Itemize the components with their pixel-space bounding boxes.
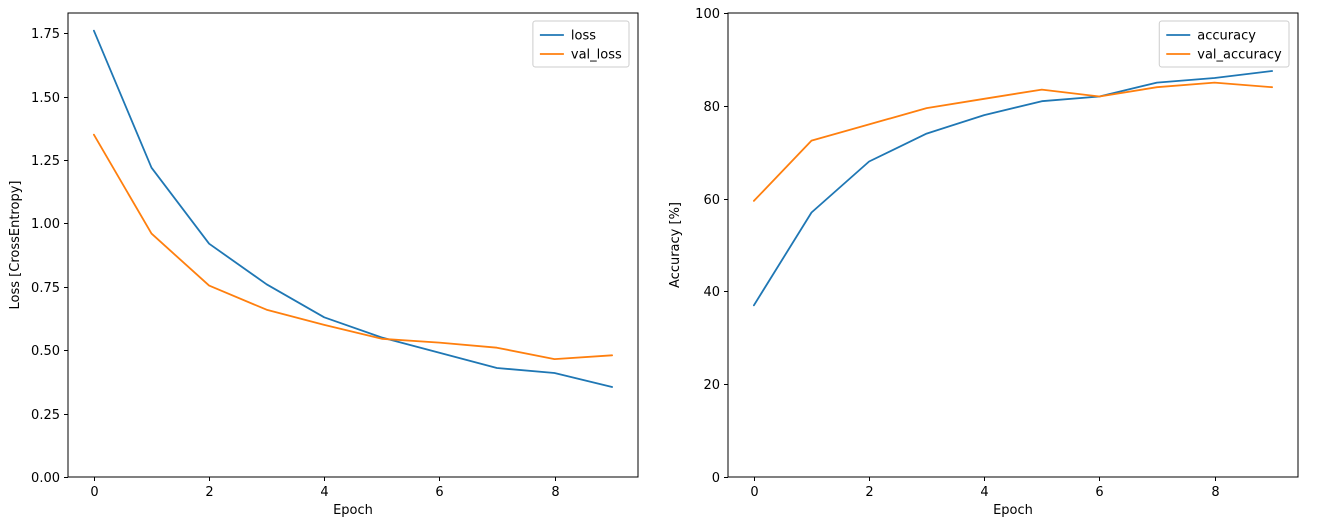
x-tick-label: 6 [435, 485, 443, 500]
y-tick-label: 0.25 [31, 408, 60, 423]
y-tick-label: 0.75 [31, 281, 60, 296]
accuracy-chart: 0 2 4 6 8 0 20 40 60 80 100 Epoch Accuracy [%] accura… [660, 0, 1320, 530]
legend-box [1158, 20, 1290, 68]
y-tick-label: 0 [712, 471, 720, 486]
x-axis-label: Epoch [993, 503, 1033, 518]
x-axis-label: Epoch [333, 503, 373, 518]
val_accuracy-line [753, 81, 1273, 202]
legend: loss val_loss [532, 20, 630, 68]
x-tick-label: 4 [980, 485, 988, 500]
axes-frame [727, 12, 1299, 478]
loss-chart: 0 2 4 6 8 0.00 0.25 0.50 0.75 1.00 1.25 1.50 1.75 Epo… [8, 12, 639, 518]
legend: accuracy val_accuracy [1158, 20, 1290, 68]
x-tick-label: 2 [205, 485, 213, 500]
y-tick-label: 20 [703, 378, 720, 393]
legend-label: loss [571, 29, 596, 44]
x-tick-label: 6 [1095, 485, 1103, 500]
y-tick-label: 0.50 [31, 344, 60, 359]
x-tick-label: 4 [320, 485, 328, 500]
y-tick-label: 1.50 [31, 91, 60, 106]
y-tick-label: 1.00 [31, 217, 60, 232]
y-tick-label: 100 [695, 7, 720, 22]
y-axis-label: Accuracy [%] [668, 202, 683, 288]
x-tick-label: 2 [865, 485, 873, 500]
y-tick-label: 1.25 [31, 154, 60, 169]
legend-label: accuracy [1197, 29, 1256, 44]
y-tick-label: 0.00 [31, 471, 60, 486]
axes-frame [67, 12, 639, 478]
x-tick-label: 0 [750, 485, 758, 500]
loss-chart-svg: 0 2 4 6 8 0.00 0.25 0.50 0.75 1.00 1.25 1.50 1.75 Epo… [8, 12, 639, 518]
val_loss-line [93, 133, 613, 361]
legend-box [532, 20, 630, 68]
y-tick-label: 1.75 [31, 27, 60, 42]
x-tick-label: 8 [551, 485, 559, 500]
loss-line [93, 29, 613, 388]
accuracy-line [753, 70, 1273, 307]
x-tick-label: 8 [1211, 485, 1219, 500]
y-tick-label: 60 [703, 193, 720, 208]
y-tick-label: 80 [703, 100, 720, 115]
y-tick-label: 40 [703, 285, 720, 300]
legend-label: val_loss [571, 48, 622, 63]
x-tick-label: 0 [90, 485, 98, 500]
y-axis-label: Loss [CrossEntropy] [8, 181, 23, 310]
legend-label: val_accuracy [1197, 48, 1282, 63]
